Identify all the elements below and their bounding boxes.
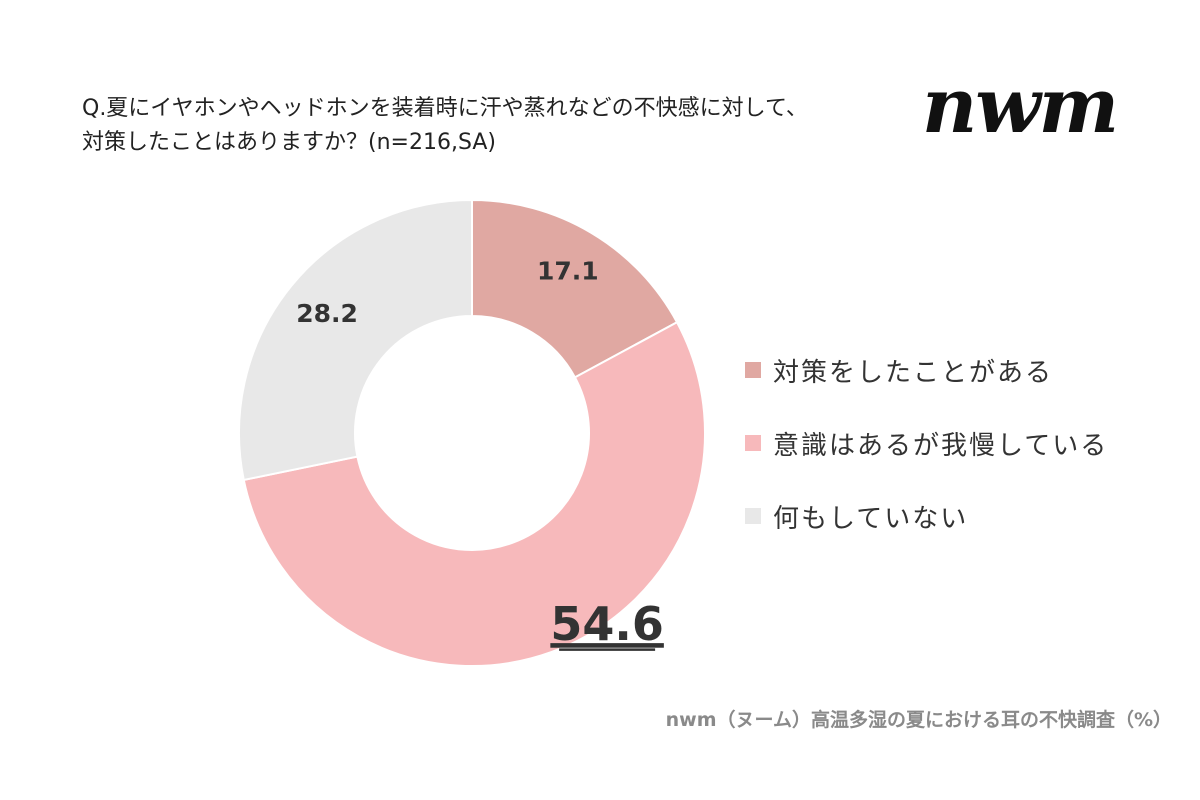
legend-item-2: 意識はあるが我慢している	[745, 423, 1108, 463]
source-note: nwm（ヌーム）高温多湿の夏における耳の不快調査（%）	[665, 709, 1172, 731]
nwm-logo: nwm	[922, 70, 1119, 150]
slice-value-label-3: 28.2	[296, 299, 358, 328]
chart-legend: 対策をしたことがある意識はあるが我慢している 何もしていない	[745, 350, 1108, 569]
donut-slice-1	[471, 198, 679, 379]
legend-swatch	[745, 362, 761, 378]
legend-swatch	[745, 508, 761, 524]
legend-swatch	[745, 435, 761, 451]
slice-value-label-2: 54.6	[550, 597, 664, 651]
donut-slice-3	[238, 198, 473, 482]
question-title-line-2: 対策したことはありますか？(n=216,SA)	[82, 130, 496, 155]
legend-item-1: 対策をしたことがある	[745, 350, 1108, 390]
question-title-line-1: Q.夏にイヤホンやヘッドホンを装着時に汗や蒸れなどの不快感に対して、	[82, 96, 808, 121]
legend-label: 対策をしたことがある	[773, 357, 1054, 388]
question-title: Q.夏にイヤホンやヘッドホンを装着時に汗や蒸れなどの不快感に対して、 対策したこ…	[82, 92, 902, 160]
legend-item-3: 何もしていない	[745, 496, 1108, 536]
legend-label: 何もしていない	[773, 503, 969, 534]
slice-value-label-1: 17.1	[537, 256, 599, 285]
donut-slice-2	[242, 320, 706, 667]
legend-label: 意識はあるが我慢している	[773, 430, 1109, 461]
logo-text: nwm	[922, 70, 1117, 150]
